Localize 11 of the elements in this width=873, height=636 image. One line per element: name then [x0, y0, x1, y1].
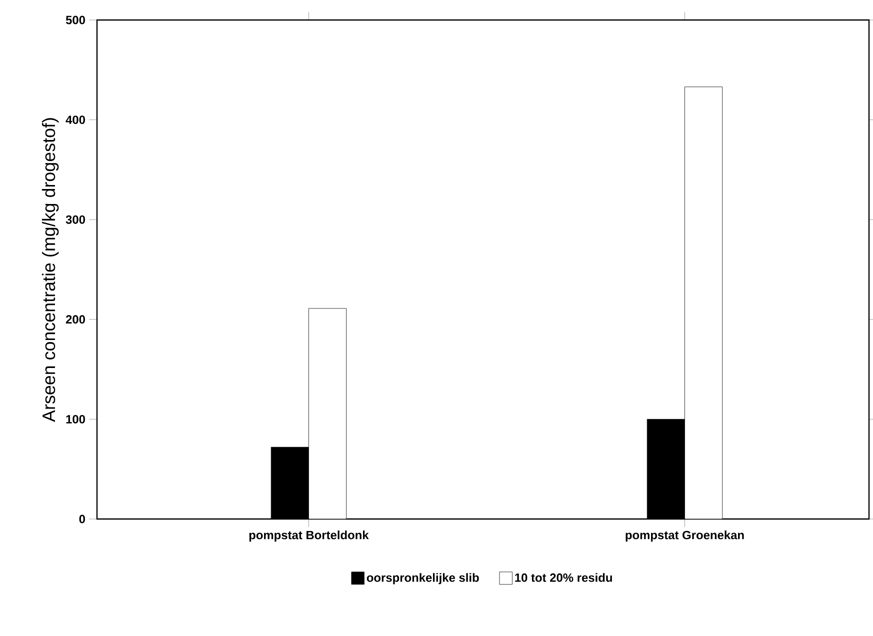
x-tick-label: pompstat Groenekan — [626, 530, 744, 542]
x-tick-label: pompstat Borteldonk — [249, 530, 369, 542]
y-axis-title: Arseen concentratie (mg/kg drogestof) — [42, 118, 59, 422]
y-tick-label: 300 — [66, 215, 85, 224]
y-tick-label: 400 — [66, 116, 85, 124]
y-tick-label: 200 — [66, 315, 85, 324]
y-tick-label: 500 — [66, 16, 85, 24]
legend-label: 10 tot 20% residu — [515, 573, 612, 582]
legend-label: oorspronkelijke slib — [366, 573, 479, 584]
y-tick-label: 0 — [79, 514, 85, 524]
y-tick-label: 100 — [66, 414, 85, 424]
